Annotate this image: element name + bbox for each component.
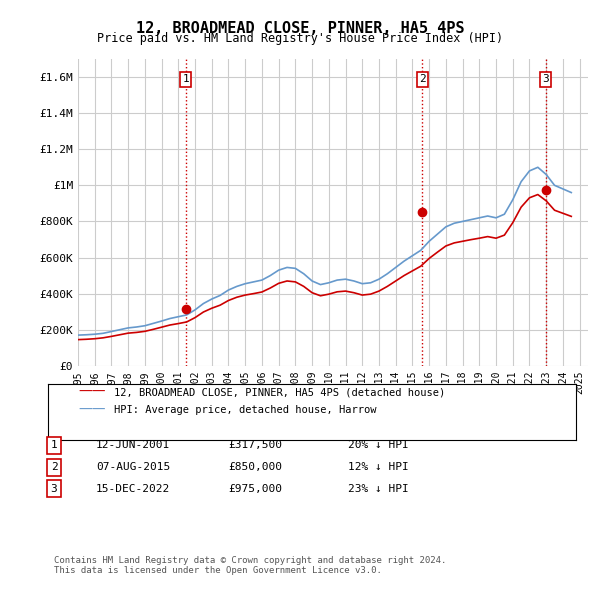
Text: 3: 3 bbox=[50, 484, 58, 493]
Text: 2: 2 bbox=[419, 74, 426, 84]
Text: 07-AUG-2015: 07-AUG-2015 bbox=[96, 463, 170, 472]
Text: ——: —— bbox=[78, 385, 106, 399]
Text: 12, BROADMEAD CLOSE, PINNER, HA5 4PS: 12, BROADMEAD CLOSE, PINNER, HA5 4PS bbox=[136, 21, 464, 35]
Text: 1: 1 bbox=[50, 441, 58, 450]
Text: £975,000: £975,000 bbox=[228, 484, 282, 493]
Text: 23% ↓ HPI: 23% ↓ HPI bbox=[348, 484, 409, 493]
Text: £850,000: £850,000 bbox=[228, 463, 282, 472]
Text: 12, BROADMEAD CLOSE, PINNER, HA5 4PS (detached house): 12, BROADMEAD CLOSE, PINNER, HA5 4PS (de… bbox=[114, 388, 445, 397]
Text: ——: —— bbox=[78, 403, 106, 417]
Text: 1: 1 bbox=[182, 74, 189, 84]
Text: £317,500: £317,500 bbox=[228, 441, 282, 450]
Text: 12-JUN-2001: 12-JUN-2001 bbox=[96, 441, 170, 450]
Text: Contains HM Land Registry data © Crown copyright and database right 2024.
This d: Contains HM Land Registry data © Crown c… bbox=[54, 556, 446, 575]
Text: 2: 2 bbox=[50, 463, 58, 472]
Text: 15-DEC-2022: 15-DEC-2022 bbox=[96, 484, 170, 493]
Text: 20% ↓ HPI: 20% ↓ HPI bbox=[348, 441, 409, 450]
Text: HPI: Average price, detached house, Harrow: HPI: Average price, detached house, Harr… bbox=[114, 405, 377, 415]
Text: Price paid vs. HM Land Registry's House Price Index (HPI): Price paid vs. HM Land Registry's House … bbox=[97, 32, 503, 45]
Text: 3: 3 bbox=[542, 74, 549, 84]
Text: 12% ↓ HPI: 12% ↓ HPI bbox=[348, 463, 409, 472]
